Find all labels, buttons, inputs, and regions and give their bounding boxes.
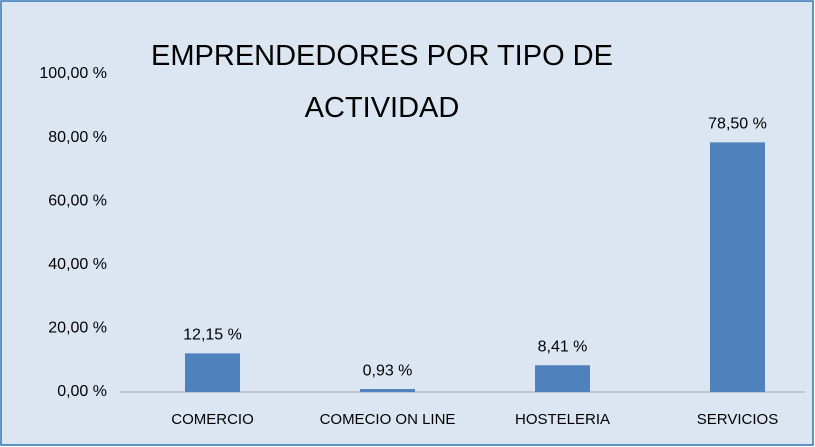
chart-title: EMPRENDEDORES POR TIPO DE ACTIVIDAD: [151, 40, 613, 124]
x-tick-label: SERVICIOS: [697, 411, 778, 428]
y-tick-label: 60,00 %: [48, 192, 107, 209]
x-tick-label: HOSTELERIA: [515, 411, 610, 428]
y-tick-label: 20,00 %: [48, 320, 107, 337]
value-label: 0,93 %: [363, 362, 413, 379]
y-tick-label: 0,00 %: [57, 383, 107, 400]
bar: [710, 142, 765, 392]
bar: [535, 365, 590, 392]
value-label: 78,50 %: [708, 116, 767, 133]
y-tick-label: 40,00 %: [48, 256, 107, 273]
value-label: 12,15 %: [183, 327, 242, 344]
x-tick-label: COMECIO ON LINE: [320, 411, 456, 428]
y-tick-label: 80,00 %: [48, 129, 107, 146]
x-tick-label: COMERCIO: [171, 411, 254, 428]
y-tick-label: 100,00 %: [39, 65, 107, 82]
bar: [360, 389, 415, 392]
bar: [185, 353, 240, 392]
value-label: 8,41 %: [538, 338, 588, 355]
